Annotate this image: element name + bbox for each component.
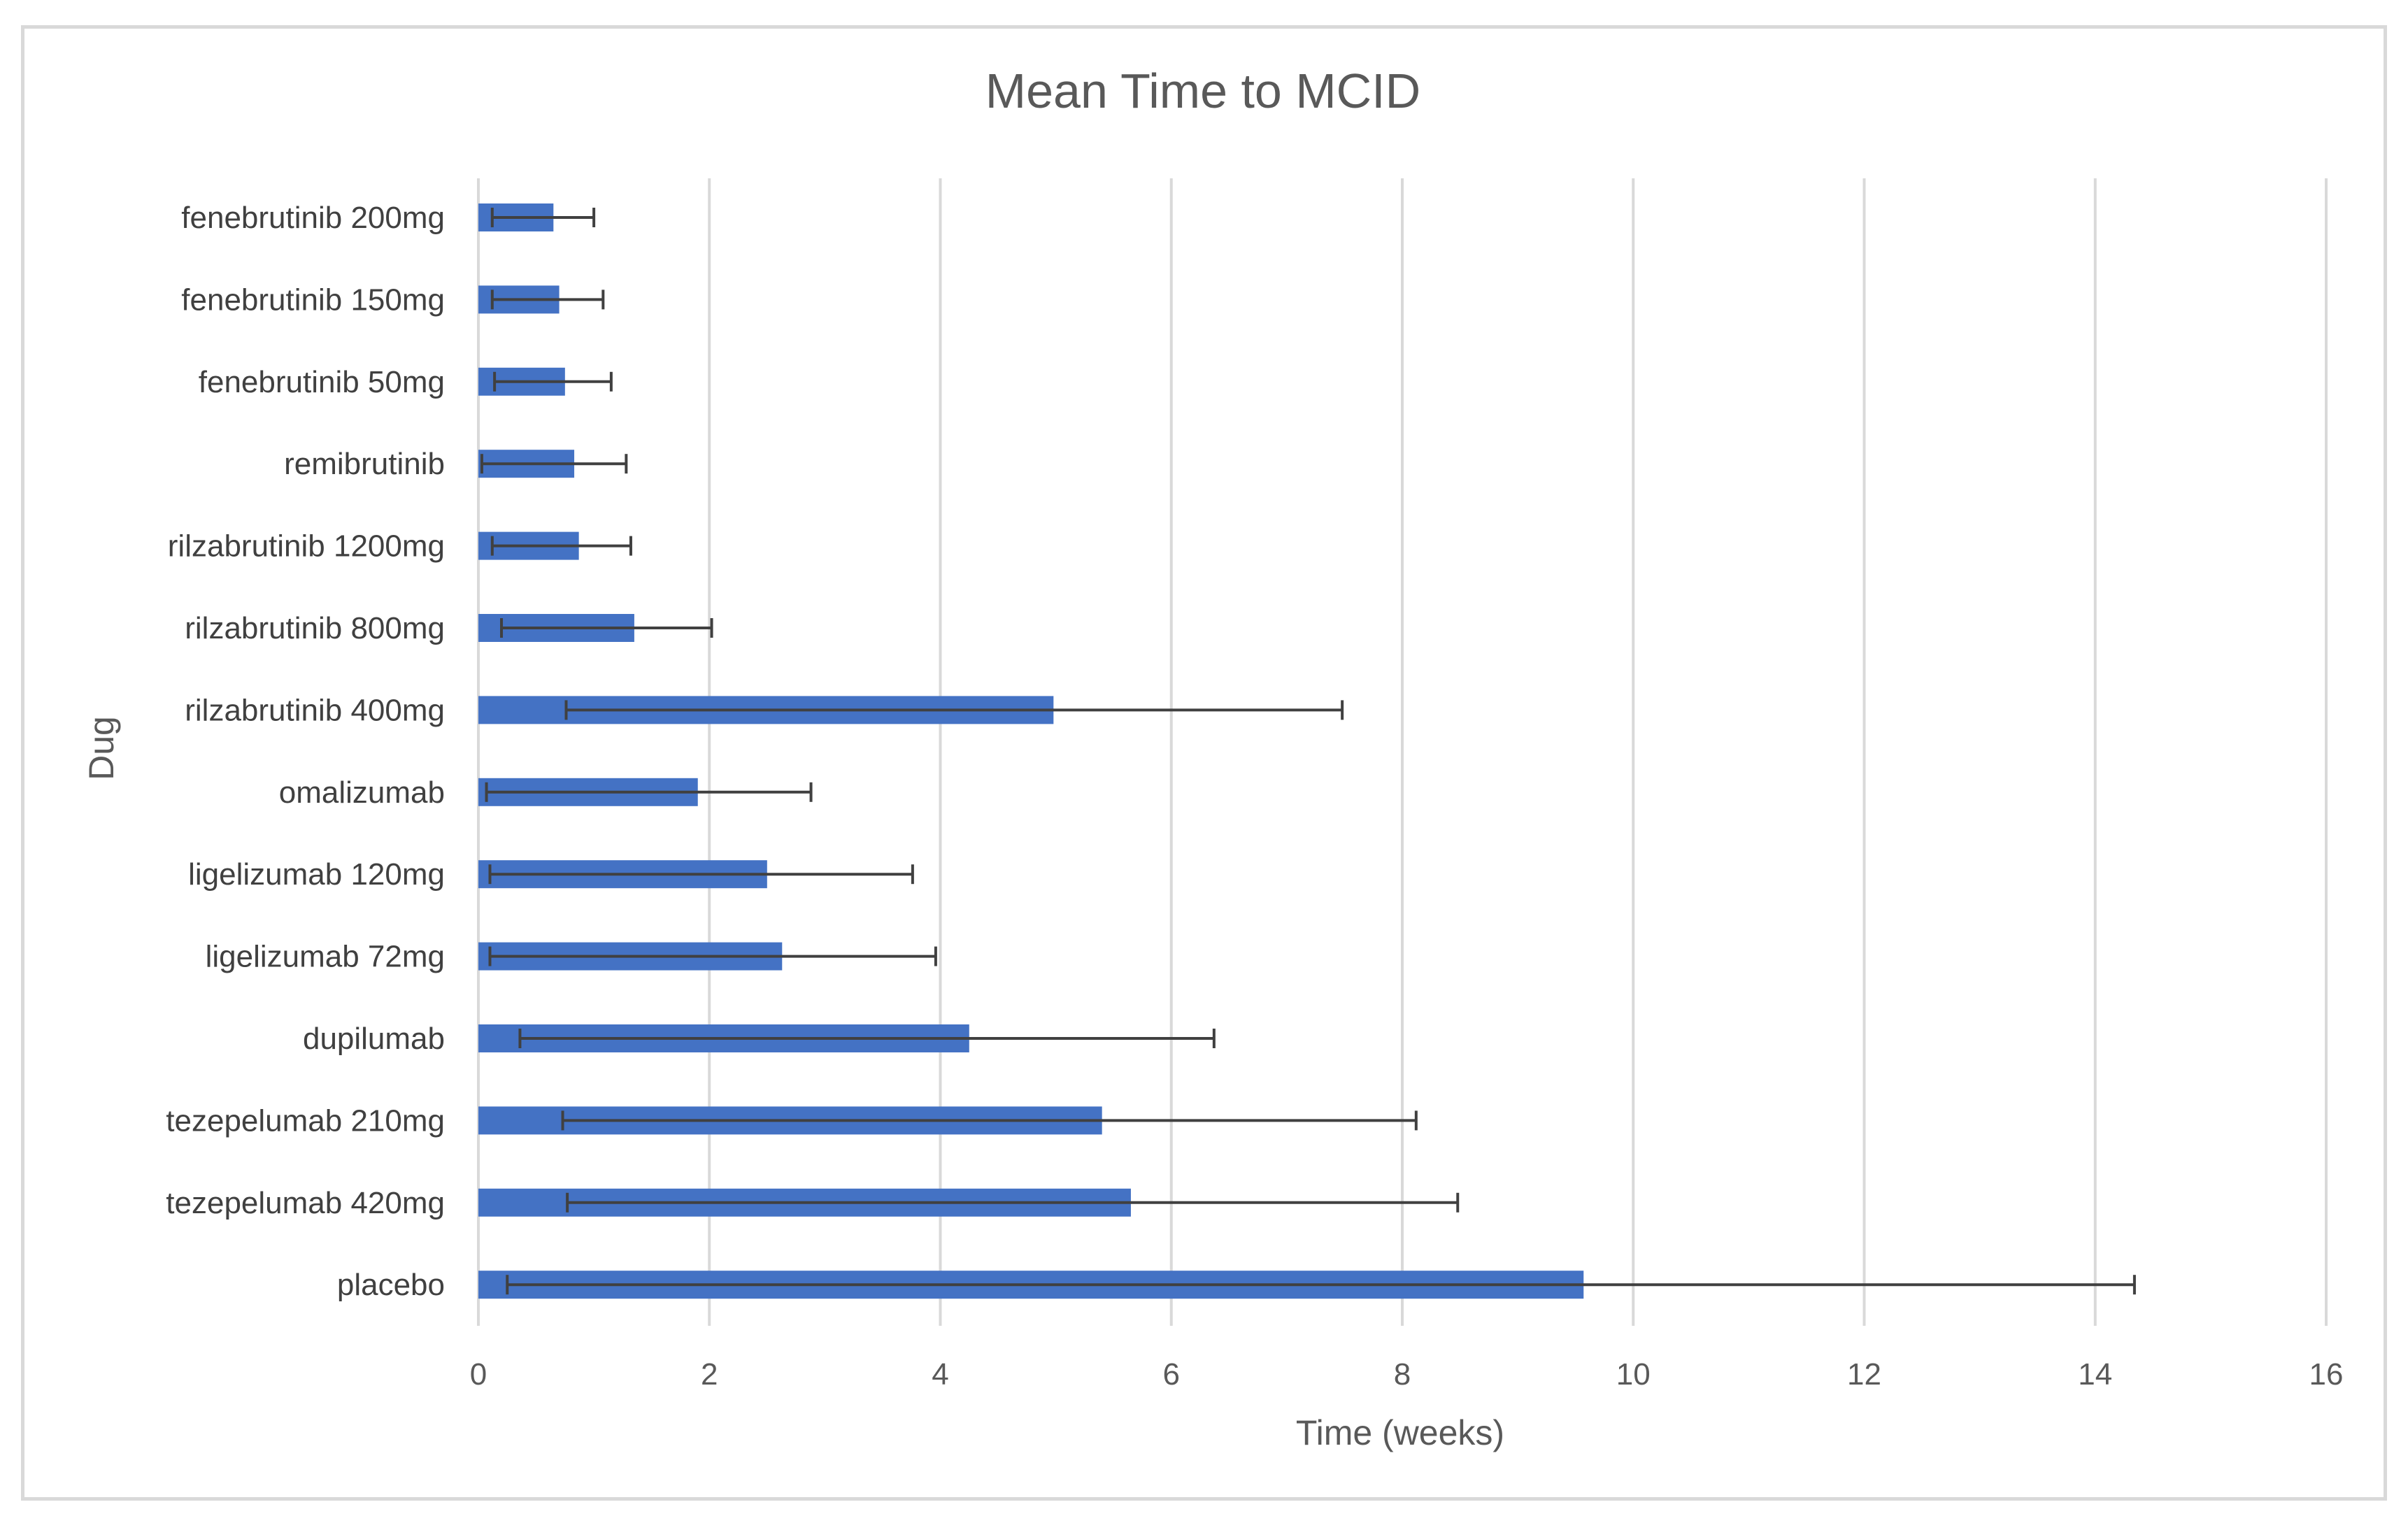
x-tick-label-6: 6 (1163, 1357, 1180, 1392)
category-label-5: rilzabrutinib 1200mg (168, 529, 445, 564)
category-label-11: dupilumab (303, 1022, 445, 1056)
category-label-10: ligelizumab 72mg (206, 940, 445, 974)
category-label-4: remibrutinib (284, 447, 445, 481)
chart-frame (21, 25, 2387, 1501)
error-bar-10 (488, 946, 937, 966)
category-label-6: rilzabrutinib 800mg (185, 611, 445, 645)
category-labels: fenebrutinib 200mg fenebrutinib 150mg fene… (166, 201, 445, 1302)
category-label-9: ligelizumab 120mg (188, 857, 445, 892)
y-axis-title: Dug (82, 716, 121, 780)
error-bar-4 (480, 454, 628, 474)
category-label-14: placebo (337, 1268, 445, 1302)
category-label-8: omalizumab (279, 775, 445, 810)
error-bar-2 (490, 289, 605, 310)
category-label-13: tezepelumab 420mg (166, 1186, 445, 1220)
error-bar-6 (500, 618, 713, 638)
error-bar-3 (493, 371, 613, 392)
error-bar-1 (490, 208, 596, 227)
error-bar-7 (564, 700, 1344, 720)
x-tick-label-4: 4 (932, 1357, 948, 1392)
x-tick-labels: 0 2 4 6 8 10 12 14 16 (470, 1357, 2344, 1392)
error-bar-12 (561, 1110, 1418, 1131)
error-bars (480, 208, 2136, 1295)
category-label-12: tezepelumab 210mg (166, 1103, 445, 1138)
category-label-2: fenebrutinib 150mg (181, 283, 445, 317)
category-label-3: fenebrutinib 50mg (199, 365, 445, 399)
gridlines (477, 178, 2328, 1326)
category-label-7: rilzabrutinib 400mg (185, 693, 445, 727)
error-bar-14 (506, 1275, 2136, 1295)
error-bar-8 (485, 782, 813, 802)
x-tick-label-0: 0 (470, 1357, 487, 1392)
error-bar-5 (490, 536, 632, 556)
chart-title: Mean Time to MCID (985, 64, 1420, 118)
x-axis-title: Time (weeks) (1296, 1413, 1504, 1452)
error-bar-13 (566, 1192, 1460, 1213)
x-tick-label-16: 16 (2309, 1357, 2344, 1392)
error-bar-9 (488, 864, 914, 885)
x-tick-label-8: 8 (1394, 1357, 1411, 1392)
error-bar-11 (518, 1029, 1216, 1048)
x-tick-label-14: 14 (2078, 1357, 2112, 1392)
category-label-1: fenebrutinib 200mg (181, 201, 445, 235)
x-tick-label-10: 10 (1616, 1357, 1651, 1392)
x-tick-label-2: 2 (701, 1357, 718, 1392)
x-tick-label-12: 12 (1847, 1357, 1881, 1392)
bars (478, 203, 1584, 1299)
